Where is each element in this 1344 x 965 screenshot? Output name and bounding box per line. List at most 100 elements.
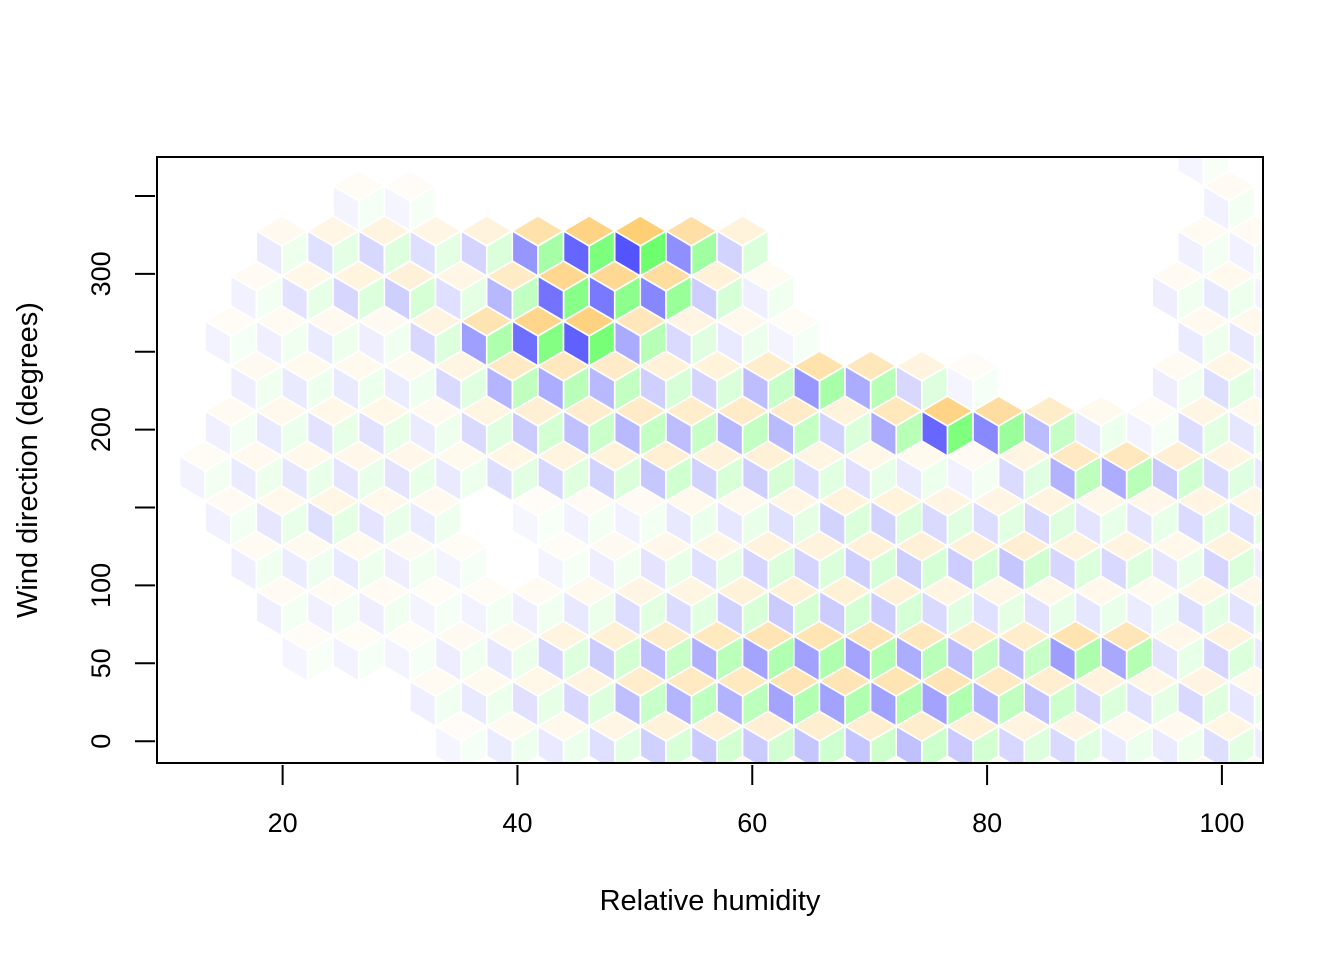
- hex-rhombus: [383, 274, 411, 323]
- hex-rhombus: [895, 724, 923, 763]
- hex-rhombus: [997, 634, 1025, 683]
- hex-rhombus: [1125, 499, 1153, 548]
- hex-rhombus: [869, 589, 898, 638]
- hex-rhombus: [818, 499, 846, 548]
- y-tick-label: 300: [86, 251, 116, 296]
- hex-rhombus: [690, 364, 718, 413]
- hex-rhombus: [1100, 454, 1128, 503]
- hex-rhombus: [511, 409, 539, 458]
- hex-rhombus: [511, 589, 539, 638]
- hex-rhombus: [460, 589, 488, 638]
- hex-rhombus: [1253, 364, 1263, 402]
- hex-rhombus: [306, 499, 334, 548]
- hex-rhombus: [1177, 679, 1205, 728]
- hex-rhombus: [1253, 724, 1263, 763]
- hex-rhombus: [997, 544, 1025, 593]
- y-axis-title: Wind direction (degrees): [12, 302, 44, 618]
- hex-rhombus: [332, 184, 360, 233]
- hex-rhombus: [741, 364, 770, 413]
- hex-rhombus: [639, 634, 667, 683]
- hex-rhombus: [588, 364, 616, 413]
- hex-rhombus: [844, 634, 872, 683]
- hex-rhombus: [716, 409, 744, 458]
- hex-rhombus: [972, 589, 1000, 638]
- hex-rhombus: [1049, 544, 1077, 593]
- hex-rhombus: [666, 771, 692, 816]
- hex-rhombus: [1228, 589, 1256, 638]
- hex-rhombus: [1125, 589, 1153, 638]
- hex-rhombus: [588, 634, 616, 683]
- hex-rhombus: [1100, 544, 1128, 593]
- hex-rhombus: [1151, 364, 1179, 413]
- hex-rhombus: [716, 589, 744, 638]
- hex-rhombus: [1280, 366, 1306, 411]
- hex-rhombus: [1023, 589, 1051, 638]
- hex-rhombus: [434, 724, 462, 763]
- hex-rhombus: [741, 634, 770, 683]
- hex-rhombus: [485, 454, 514, 503]
- hex-rhombus: [434, 634, 462, 683]
- hex-rhombus: [946, 724, 974, 763]
- hex-rhombus: [229, 274, 258, 323]
- hex-rhombus: [690, 544, 718, 593]
- hex-rhombus: [639, 544, 667, 593]
- hex-rhombus: [741, 544, 770, 593]
- hex-rhombus: [511, 499, 539, 548]
- hex-rhombus: [1177, 229, 1205, 278]
- hex-rhombus: [434, 364, 462, 413]
- hex-rhombus: [1202, 364, 1230, 413]
- hex-rhombus: [716, 679, 744, 728]
- hex-rhombus: [1023, 499, 1051, 548]
- hex-rhombus: [383, 634, 411, 683]
- hex-rhombus: [690, 634, 718, 683]
- hex-rhombus: [665, 679, 693, 728]
- x-axis: 20 40 60 80 100: [268, 765, 1244, 838]
- hex-rhombus: [588, 544, 616, 593]
- hex-rhombus: [229, 364, 258, 413]
- hex-rhombus: [1202, 724, 1230, 763]
- hex-rhombus: [1280, 636, 1306, 681]
- hex-rhombus: [537, 634, 565, 683]
- hex-rhombus: [1252, 270, 1263, 282]
- hex-rhombus: [562, 409, 590, 458]
- hex-rhombus: [562, 679, 590, 728]
- hex-rhombus: [818, 409, 846, 458]
- hex-rhombus: [690, 274, 718, 323]
- hex-rhombus: [434, 544, 462, 593]
- hex-rhombus: [1253, 274, 1263, 312]
- hex-rhombus: [613, 409, 642, 458]
- hex-rhombus: [946, 454, 974, 503]
- hex-rhombus: [332, 634, 360, 683]
- hex-rhombus: [895, 454, 923, 503]
- hex-rhombus: [869, 679, 898, 728]
- hex-rhombus: [1252, 450, 1263, 463]
- hex-rhombus: [383, 544, 411, 593]
- hex-rhombus: [895, 364, 923, 413]
- hex-rhombus: [716, 319, 744, 368]
- hex-rhombus: [562, 499, 590, 548]
- hex-rhombus: [613, 319, 642, 368]
- hex-rhombus: [869, 499, 898, 548]
- hex-rhombus: [665, 499, 693, 548]
- hex-rhombus: [332, 544, 360, 593]
- x-tick-label: 60: [737, 808, 767, 838]
- hex-rhombus: [639, 724, 667, 763]
- hexbin-cells: [177, 157, 1306, 816]
- hex-rhombus: [665, 319, 693, 368]
- hex-rhombus: [537, 544, 565, 593]
- hex-rhombus: [460, 409, 488, 458]
- hex-rhombus: [844, 454, 872, 503]
- hex-rhombus: [332, 364, 360, 413]
- hex-rhombus: [1023, 409, 1051, 458]
- hex-rhombus: [792, 724, 821, 763]
- hex-rhombus: [306, 229, 334, 278]
- hex-rhombus: [613, 589, 642, 638]
- hex-rhombus: [434, 274, 462, 323]
- hex-rhombus: [716, 499, 744, 548]
- hex-rhombus: [460, 679, 488, 728]
- hex-rhombus: [615, 771, 641, 816]
- hex-rhombus: [665, 589, 693, 638]
- hex-rhombus: [691, 771, 717, 816]
- y-tick-label: 0: [86, 734, 116, 749]
- hex-rhombus: [357, 499, 386, 548]
